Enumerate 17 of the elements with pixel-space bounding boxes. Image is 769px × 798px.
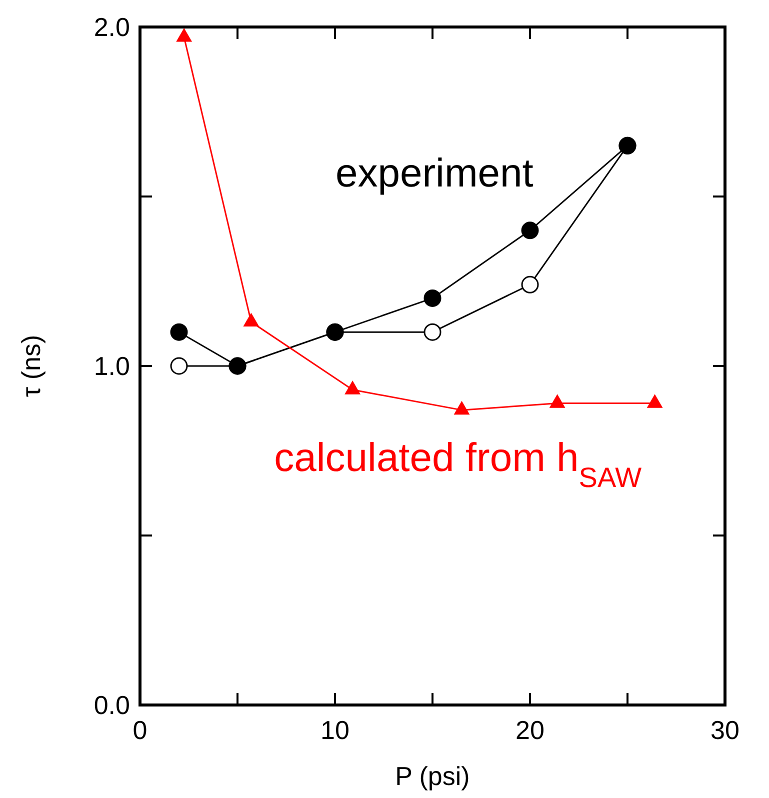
x-tick-label: 30 — [710, 715, 740, 745]
series-label: calculated from h$_{SAW}$ — [274, 436, 642, 493]
point — [170, 323, 188, 341]
x-tick-label: 20 — [516, 715, 544, 745]
x-tick-label: 10 — [320, 715, 350, 745]
y-axis-title: τ (ns) — [16, 334, 46, 398]
x-axis-title: P (psi) — [395, 761, 470, 791]
point — [424, 323, 442, 341]
point — [521, 222, 539, 240]
y-tick-label: 0.0 — [94, 690, 130, 720]
x-tick-label: 0 — [132, 715, 148, 745]
point — [170, 357, 188, 375]
y-tick-label: 2.0 — [94, 12, 130, 42]
y-tick-label: 1.0 — [94, 351, 130, 381]
series-label: experiment — [336, 151, 534, 196]
point — [521, 276, 539, 294]
point — [424, 289, 442, 307]
